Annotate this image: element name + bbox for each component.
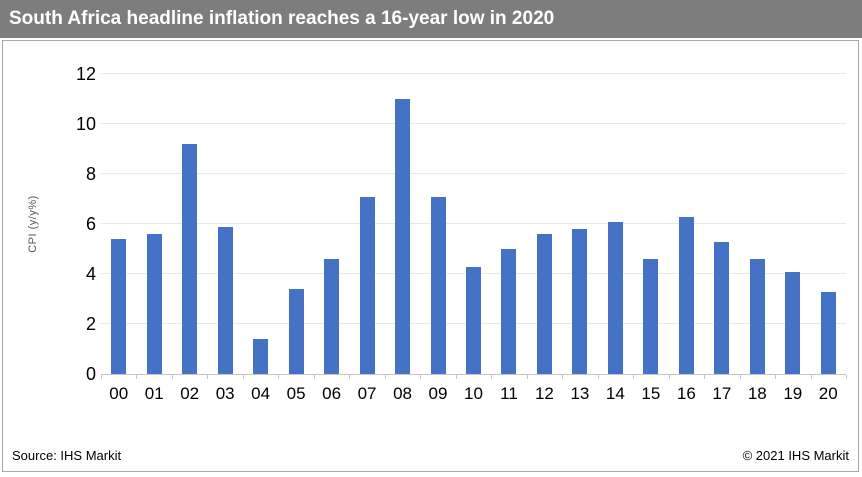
x-tick-label-04: 04 xyxy=(251,384,271,403)
bar-20 xyxy=(820,291,836,374)
x-axis-boundary-tick xyxy=(242,375,244,379)
x-axis-boundary-tick xyxy=(349,375,351,379)
x-tick-label-15: 15 xyxy=(641,384,661,403)
x-tick-label-09: 09 xyxy=(428,384,448,403)
x-tick-label-07: 07 xyxy=(357,384,377,403)
chart-footer: Source: IHS Markit © 2021 IHS Markit xyxy=(12,448,849,463)
bar-13 xyxy=(572,229,588,374)
x-tick-label-08: 08 xyxy=(393,384,412,403)
x-axis-boundary-tick xyxy=(207,375,209,379)
y-tick-label-2: 2 xyxy=(85,314,96,334)
bar-09 xyxy=(430,196,446,374)
x-axis-boundary-tick xyxy=(704,375,706,379)
bar-07 xyxy=(359,196,375,374)
x-tick-label-14: 14 xyxy=(605,384,625,403)
y-tick-label-6: 6 xyxy=(85,214,96,234)
x-tick-label-16: 16 xyxy=(676,384,696,403)
x-axis-boundary-tick xyxy=(526,375,528,379)
x-tick-label-11: 11 xyxy=(500,384,518,403)
bar-10 xyxy=(466,266,481,374)
bar-05 xyxy=(288,289,304,374)
x-axis-boundary-tick xyxy=(810,375,812,379)
bar-04 xyxy=(253,339,269,374)
gridline-y10 xyxy=(101,123,846,124)
chart-title-bar: South Africa headline inflation reaches … xyxy=(0,0,862,38)
chart-panel: CPI (y/y%) 0 2 4 6 8 10 12 00 01 02 03 04 05 06 07 08 0… xyxy=(2,40,859,472)
y-tick-label-0: 0 xyxy=(85,364,96,384)
x-tick-label-20: 20 xyxy=(818,384,838,403)
x-axis-boundary-tick xyxy=(101,375,102,379)
x-axis-boundary-tick xyxy=(562,375,564,379)
source-note: Source: IHS Markit xyxy=(12,448,122,463)
x-axis-tick-labels: 00 01 02 03 04 05 06 07 08 09 10 11 12 13 14 15 16 17 18 19… xyxy=(101,384,846,406)
x-tick-label-06: 06 xyxy=(322,384,342,403)
x-tick-label-01: 01 xyxy=(144,384,164,403)
x-tick-label-02: 02 xyxy=(180,384,200,403)
x-tick-label-05: 05 xyxy=(286,384,306,403)
x-axis-boundary-tick xyxy=(739,375,741,379)
x-tick-label-00: 00 xyxy=(109,384,129,403)
y-axis-title: CPI (y/y%) xyxy=(27,195,39,253)
bar-01 xyxy=(146,234,162,374)
bar-11 xyxy=(501,249,517,374)
bar-03 xyxy=(217,226,233,374)
bar-16 xyxy=(678,216,694,374)
gridline-y8 xyxy=(101,173,846,174)
bar-17 xyxy=(714,241,730,374)
x-tick-label-17: 17 xyxy=(712,384,732,403)
x-tick-label-12: 12 xyxy=(534,384,554,403)
bar-12 xyxy=(536,234,552,374)
x-tick-label-18: 18 xyxy=(747,384,767,403)
bar-06 xyxy=(324,259,340,374)
x-axis-boundary-tick xyxy=(313,375,315,379)
y-axis-tick-labels: 0 2 4 6 8 10 12 xyxy=(53,64,96,384)
y-tick-label-10: 10 xyxy=(75,114,96,134)
gridline-y6 xyxy=(101,223,846,224)
bar-18 xyxy=(749,259,765,374)
bar-00 xyxy=(111,239,127,374)
x-axis-boundary-tick xyxy=(455,375,457,379)
y-tick-label-12: 12 xyxy=(75,64,96,84)
bar-14 xyxy=(607,221,623,374)
bar-02 xyxy=(182,144,198,374)
x-tick-label-10: 10 xyxy=(464,384,483,403)
bar-15 xyxy=(643,259,659,374)
x-axis-boundary-tick xyxy=(491,375,493,379)
x-tick-label-13: 13 xyxy=(570,384,590,403)
x-axis-boundary-tick xyxy=(420,375,422,379)
x-axis-boundary-tick xyxy=(633,375,635,379)
x-tick-label-03: 03 xyxy=(215,384,235,403)
x-axis-boundary-tick xyxy=(171,375,173,379)
x-axis-boundary-tick xyxy=(136,375,138,379)
x-axis-boundary-tick xyxy=(668,375,670,379)
chart-title: South Africa headline inflation reaches … xyxy=(9,8,555,29)
x-axis-boundary-tick xyxy=(846,375,847,379)
copyright-note: © 2021 IHS Markit xyxy=(742,448,849,463)
y-tick-label-4: 4 xyxy=(85,264,96,284)
gridline-y12 xyxy=(101,73,846,74)
bar-08 xyxy=(395,99,411,374)
x-axis-boundary-tick xyxy=(384,375,386,379)
bar-19 xyxy=(785,271,801,374)
x-axis-boundary-tick xyxy=(775,375,777,379)
x-axis-boundary-tick xyxy=(597,375,599,379)
plot-area xyxy=(101,73,847,379)
x-tick-label-19: 19 xyxy=(783,384,803,403)
x-axis-boundary-tick xyxy=(278,375,280,379)
y-tick-label-8: 8 xyxy=(85,164,96,184)
